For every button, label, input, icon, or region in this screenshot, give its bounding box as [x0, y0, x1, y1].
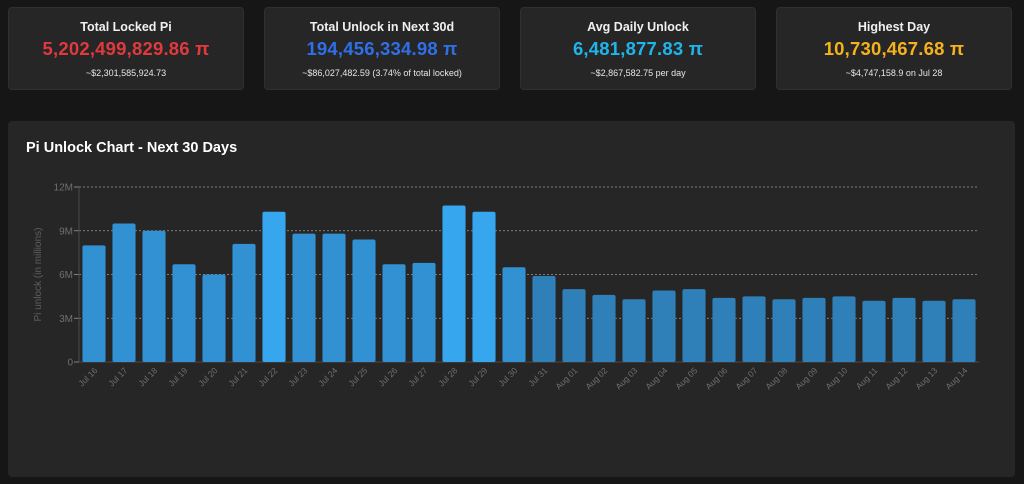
bar	[892, 297, 916, 362]
x-tick-label: Jul 22	[256, 365, 279, 388]
y-tick-label: 12M	[54, 183, 73, 194]
x-tick-label: Aug 05	[673, 365, 699, 391]
bar	[832, 296, 856, 362]
x-tick-label: Jul 21	[226, 365, 249, 388]
bar	[652, 290, 676, 362]
x-tick-label: Jul 16	[76, 365, 99, 388]
bar	[442, 205, 466, 362]
y-tick-label: 9M	[59, 226, 73, 237]
bar	[232, 243, 256, 362]
bar	[742, 296, 766, 362]
bar	[172, 264, 196, 362]
x-tick-label: Jul 20	[196, 365, 219, 388]
card-total-unlock-30d: Total Unlock in Next 30d 194,456,334.98 …	[264, 7, 500, 90]
bar	[862, 300, 886, 362]
bar	[622, 299, 646, 362]
stats-cards: Total Locked Pi 5,202,499,829.86 π ~$2,3…	[0, 0, 1024, 100]
bar	[142, 230, 166, 362]
chart-title: Pi Unlock Chart - Next 30 Days	[26, 140, 238, 156]
bar	[532, 275, 556, 362]
unlock-bar-chart: 0 3M 6M 9M 12M Pi unlock (in millions) Jul 16 J…	[33, 183, 979, 391]
bar	[82, 245, 106, 362]
x-tick-label: Aug 12	[883, 365, 909, 391]
bar	[802, 297, 826, 362]
bar	[352, 239, 376, 362]
card-title: Avg Daily Unlock	[587, 20, 689, 34]
card-title: Total Locked Pi	[80, 20, 172, 34]
x-tick-label: Jul 17	[106, 365, 129, 388]
x-tick-label: Aug 02	[583, 365, 609, 391]
y-tick-label: 3M	[59, 314, 73, 325]
bar	[412, 262, 436, 362]
x-tick-label: Aug 04	[643, 365, 669, 391]
x-tick-label: Jul 27	[406, 365, 429, 388]
card-value: 5,202,499,829.86 π	[42, 38, 210, 59]
bar	[772, 299, 796, 362]
x-tick-label: Aug 01	[553, 365, 579, 391]
x-tick-label: Aug 08	[763, 365, 789, 391]
bar	[562, 289, 586, 362]
y-tick-label: 0	[67, 358, 73, 369]
x-tick-label: Jul 31	[526, 365, 549, 388]
card-avg-daily-unlock: Avg Daily Unlock 6,481,877.83 π ~$2,867,…	[520, 7, 756, 90]
x-tick-label: Aug 06	[703, 365, 729, 391]
card-subtext: ~$2,867,582.75 per day	[590, 68, 686, 78]
x-tick-label: Aug 09	[793, 365, 819, 391]
y-tick-label: 6M	[59, 270, 73, 281]
bar	[592, 294, 616, 362]
card-value: 6,481,877.83 π	[572, 38, 704, 59]
x-tick-label: Jul 24	[316, 365, 339, 388]
y-axis-title: Pi unlock (in millions)	[33, 228, 44, 322]
chart-panel: Pi Unlock Chart - Next 30 Days 0 3M 6M 9M 12…	[8, 121, 1015, 477]
x-tick-label: Jul 18	[136, 365, 159, 388]
x-tick-label: Aug 03	[613, 365, 639, 391]
card-value: 10,730,467.68 π	[823, 38, 965, 59]
card-total-locked: Total Locked Pi 5,202,499,829.86 π ~$2,3…	[8, 7, 244, 90]
x-tick-label: Jul 19	[166, 365, 189, 388]
bar	[472, 211, 496, 362]
x-tick-label: Aug 07	[733, 365, 759, 391]
x-tick-label: Aug 11	[854, 365, 880, 391]
card-subtext: ~$86,027,482.59 (3.74% of total locked)	[302, 68, 462, 78]
bar	[112, 223, 136, 362]
x-tick-label: Jul 23	[286, 365, 309, 388]
card-value: 194,456,334.98 π	[306, 38, 458, 59]
x-tick-label: Aug 13	[913, 365, 939, 391]
x-tick-label: Aug 10	[823, 365, 849, 391]
bar	[682, 289, 706, 362]
x-tick-label: Jul 28	[436, 365, 459, 388]
card-highest-day: Highest Day 10,730,467.68 π ~$4,747,158.…	[776, 7, 1012, 90]
card-subtext: ~$2,301,585,924.73	[85, 68, 167, 78]
bar	[382, 264, 406, 362]
card-title: Total Unlock in Next 30d	[309, 20, 455, 34]
bar	[292, 233, 316, 362]
bar	[502, 267, 526, 362]
x-tick-label: Jul 25	[346, 365, 369, 388]
x-tick-label: Jul 30	[496, 365, 519, 388]
x-tick-label: Jul 26	[376, 365, 399, 388]
card-subtext: ~$4,747,158.9 on Jul 28	[845, 68, 943, 78]
bar	[322, 233, 346, 362]
card-title: Highest Day	[857, 20, 931, 34]
x-tick-label: Jul 29	[466, 365, 489, 388]
x-tick-label: Aug 14	[943, 365, 969, 391]
bar	[712, 297, 736, 362]
bar	[952, 299, 976, 362]
bar	[922, 300, 946, 362]
bar	[262, 211, 286, 362]
bar	[202, 274, 226, 362]
